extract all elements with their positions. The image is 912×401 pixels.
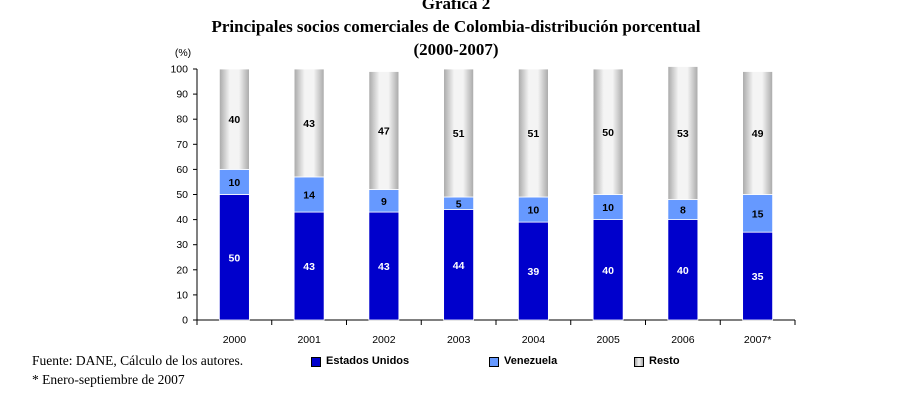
bar-segment-resto: [293, 68, 325, 178]
bar-segment-resto: [218, 68, 250, 170]
y-axis-label: (%): [175, 47, 191, 59]
bar-segment-estados-unidos: [293, 211, 325, 321]
x-tick-label: 2006: [671, 334, 695, 346]
legend-item-venezuela: Venezuela: [489, 355, 557, 368]
y-tick-label: 70: [176, 139, 188, 151]
x-tick-label: 2002: [372, 334, 396, 346]
bar-segment-estados-unidos: [218, 194, 250, 321]
bar-data-label: 5: [456, 198, 462, 210]
bar-data-label: 49: [752, 128, 764, 140]
x-tick-label: 2001: [297, 334, 321, 346]
y-tick-label: 20: [176, 264, 188, 276]
chart-title-line1: Gráfica 2: [421, 0, 491, 13]
bar-data-label: 50: [229, 252, 241, 264]
bar-data-label: 10: [602, 202, 614, 214]
bar-data-label: 10: [528, 205, 540, 217]
bar-data-label: 39: [528, 266, 540, 278]
y-tick-label: 100: [170, 64, 188, 76]
legend-label: Venezuela: [504, 355, 558, 367]
bar-data-label: 50: [602, 127, 614, 139]
y-tick-label: 90: [176, 89, 188, 101]
legend-swatch: [634, 356, 644, 367]
x-tick-label: 2004: [522, 334, 546, 346]
legend-label: Estados Unidos: [326, 355, 410, 367]
bar-data-label: 40: [677, 265, 689, 277]
period-note: * Enero-septiembre de 2007: [32, 372, 185, 387]
legend-item-resto: Resto: [634, 355, 680, 368]
y-tick-label: 80: [176, 114, 188, 126]
bar-segment-venezuela: [293, 176, 325, 213]
y-tick-label: 50: [176, 189, 188, 201]
y-tick-label: 30: [176, 239, 188, 251]
y-tick-label: 60: [176, 164, 188, 176]
bar-segment-resto: [742, 71, 774, 195]
bar-data-label: 51: [528, 128, 540, 140]
bar-segment-venezuela: [592, 194, 624, 221]
bar-data-label: 53: [677, 128, 689, 140]
bar-data-label: 43: [303, 261, 315, 273]
y-tick-label: 40: [176, 214, 188, 226]
bar-data-label: 47: [378, 125, 390, 137]
legend-label: Resto: [649, 355, 680, 367]
source-note: Fuente: DANE, Cálculo de los autores.: [32, 353, 244, 368]
x-tick-label: 2000: [223, 334, 247, 346]
bar-data-label: 43: [303, 118, 315, 130]
bar-segment-resto: [368, 71, 400, 190]
bar-data-label: 44: [453, 260, 465, 272]
chart-title-line2: Principales socios comerciales de Colomb…: [211, 17, 701, 36]
bar-data-label: 15: [752, 208, 764, 220]
bar-segment-venezuela: [218, 168, 250, 195]
x-tick-label: 2007*: [744, 334, 771, 346]
bar-data-label: 35: [752, 271, 764, 283]
bar-data-label: 8: [680, 205, 686, 217]
bar-data-label: 9: [381, 196, 387, 208]
bar-data-label: 43: [378, 261, 390, 273]
bar-data-label: 40: [229, 114, 241, 126]
chart-title-line3: (2000-2007): [413, 40, 499, 59]
bar-data-label: 10: [229, 177, 241, 189]
y-tick-label: 10: [176, 289, 188, 301]
x-tick-label: 2003: [447, 334, 471, 346]
bar-data-label: 51: [453, 128, 465, 140]
bar-segment-resto: [667, 66, 699, 200]
bar-segment-estados-unidos: [742, 231, 774, 321]
bar-segment-estados-unidos: [667, 219, 699, 321]
y-tick-label: 0: [182, 315, 188, 327]
bar-segment-resto: [592, 68, 624, 195]
bar-segment-venezuela: [742, 194, 774, 233]
x-tick-label: 2005: [596, 334, 620, 346]
legend-swatch: [311, 356, 321, 367]
bar-data-label: 14: [303, 190, 315, 202]
bar-segment-venezuela: [517, 196, 549, 223]
bar-segment-resto: [443, 68, 475, 198]
bar-segment-resto: [517, 68, 549, 198]
bar-data-label: 40: [602, 265, 614, 277]
bar-segment-estados-unidos: [443, 209, 475, 321]
legend-swatch: [489, 356, 499, 367]
bar-segment-estados-unidos: [592, 219, 624, 321]
legend-item-estados-unidos: Estados Unidos: [311, 355, 409, 368]
bar-segment-estados-unidos: [368, 211, 400, 321]
bar-segment-estados-unidos: [517, 221, 549, 321]
